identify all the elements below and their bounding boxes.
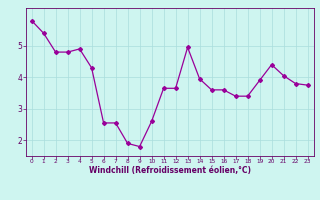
X-axis label: Windchill (Refroidissement éolien,°C): Windchill (Refroidissement éolien,°C) [89, 166, 251, 175]
